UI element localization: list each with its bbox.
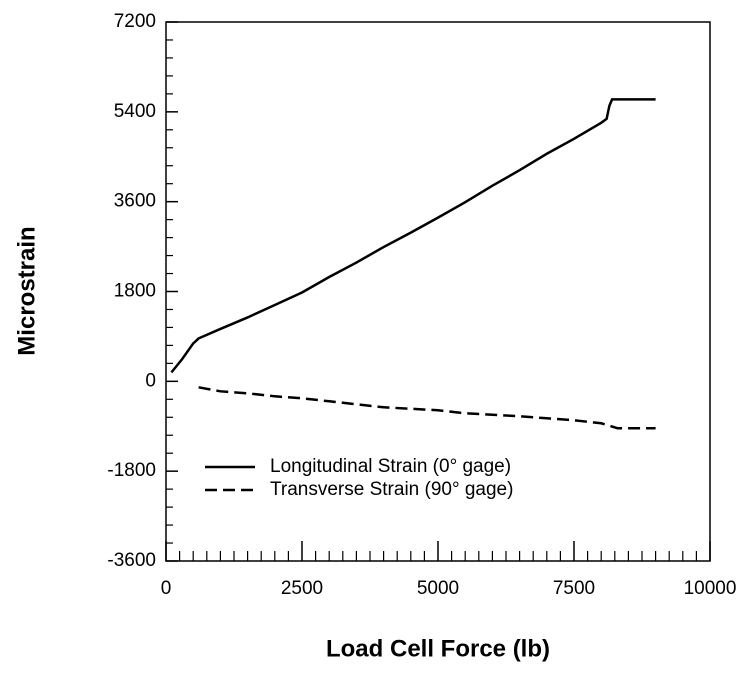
y-tick-label: 5400 [114,101,156,122]
series-line [170,98,656,374]
x-tick-label: 0 [161,578,172,599]
x-tick-label: 7500 [553,578,595,599]
series-line [198,386,656,430]
y-tick-label: 7200 [114,11,156,32]
x-tick-label: 2500 [281,578,323,599]
y-tick-label: 3600 [114,191,156,212]
y-axis-label: Microstrain [13,226,40,355]
legend-label: Transverse Strain (90° gage) [270,479,513,500]
x-tick-label: 5000 [417,578,459,599]
y-tick-label: 1800 [114,281,156,302]
y-tick-label: 0 [145,370,156,391]
x-tick-label: 10000 [684,578,737,599]
legend-label: Longitudinal Strain (0° gage) [270,456,511,477]
x-axis-label: Load Cell Force (lb) [326,635,550,662]
y-tick-label: -3600 [107,550,156,571]
y-tick-label: -1800 [107,460,156,481]
